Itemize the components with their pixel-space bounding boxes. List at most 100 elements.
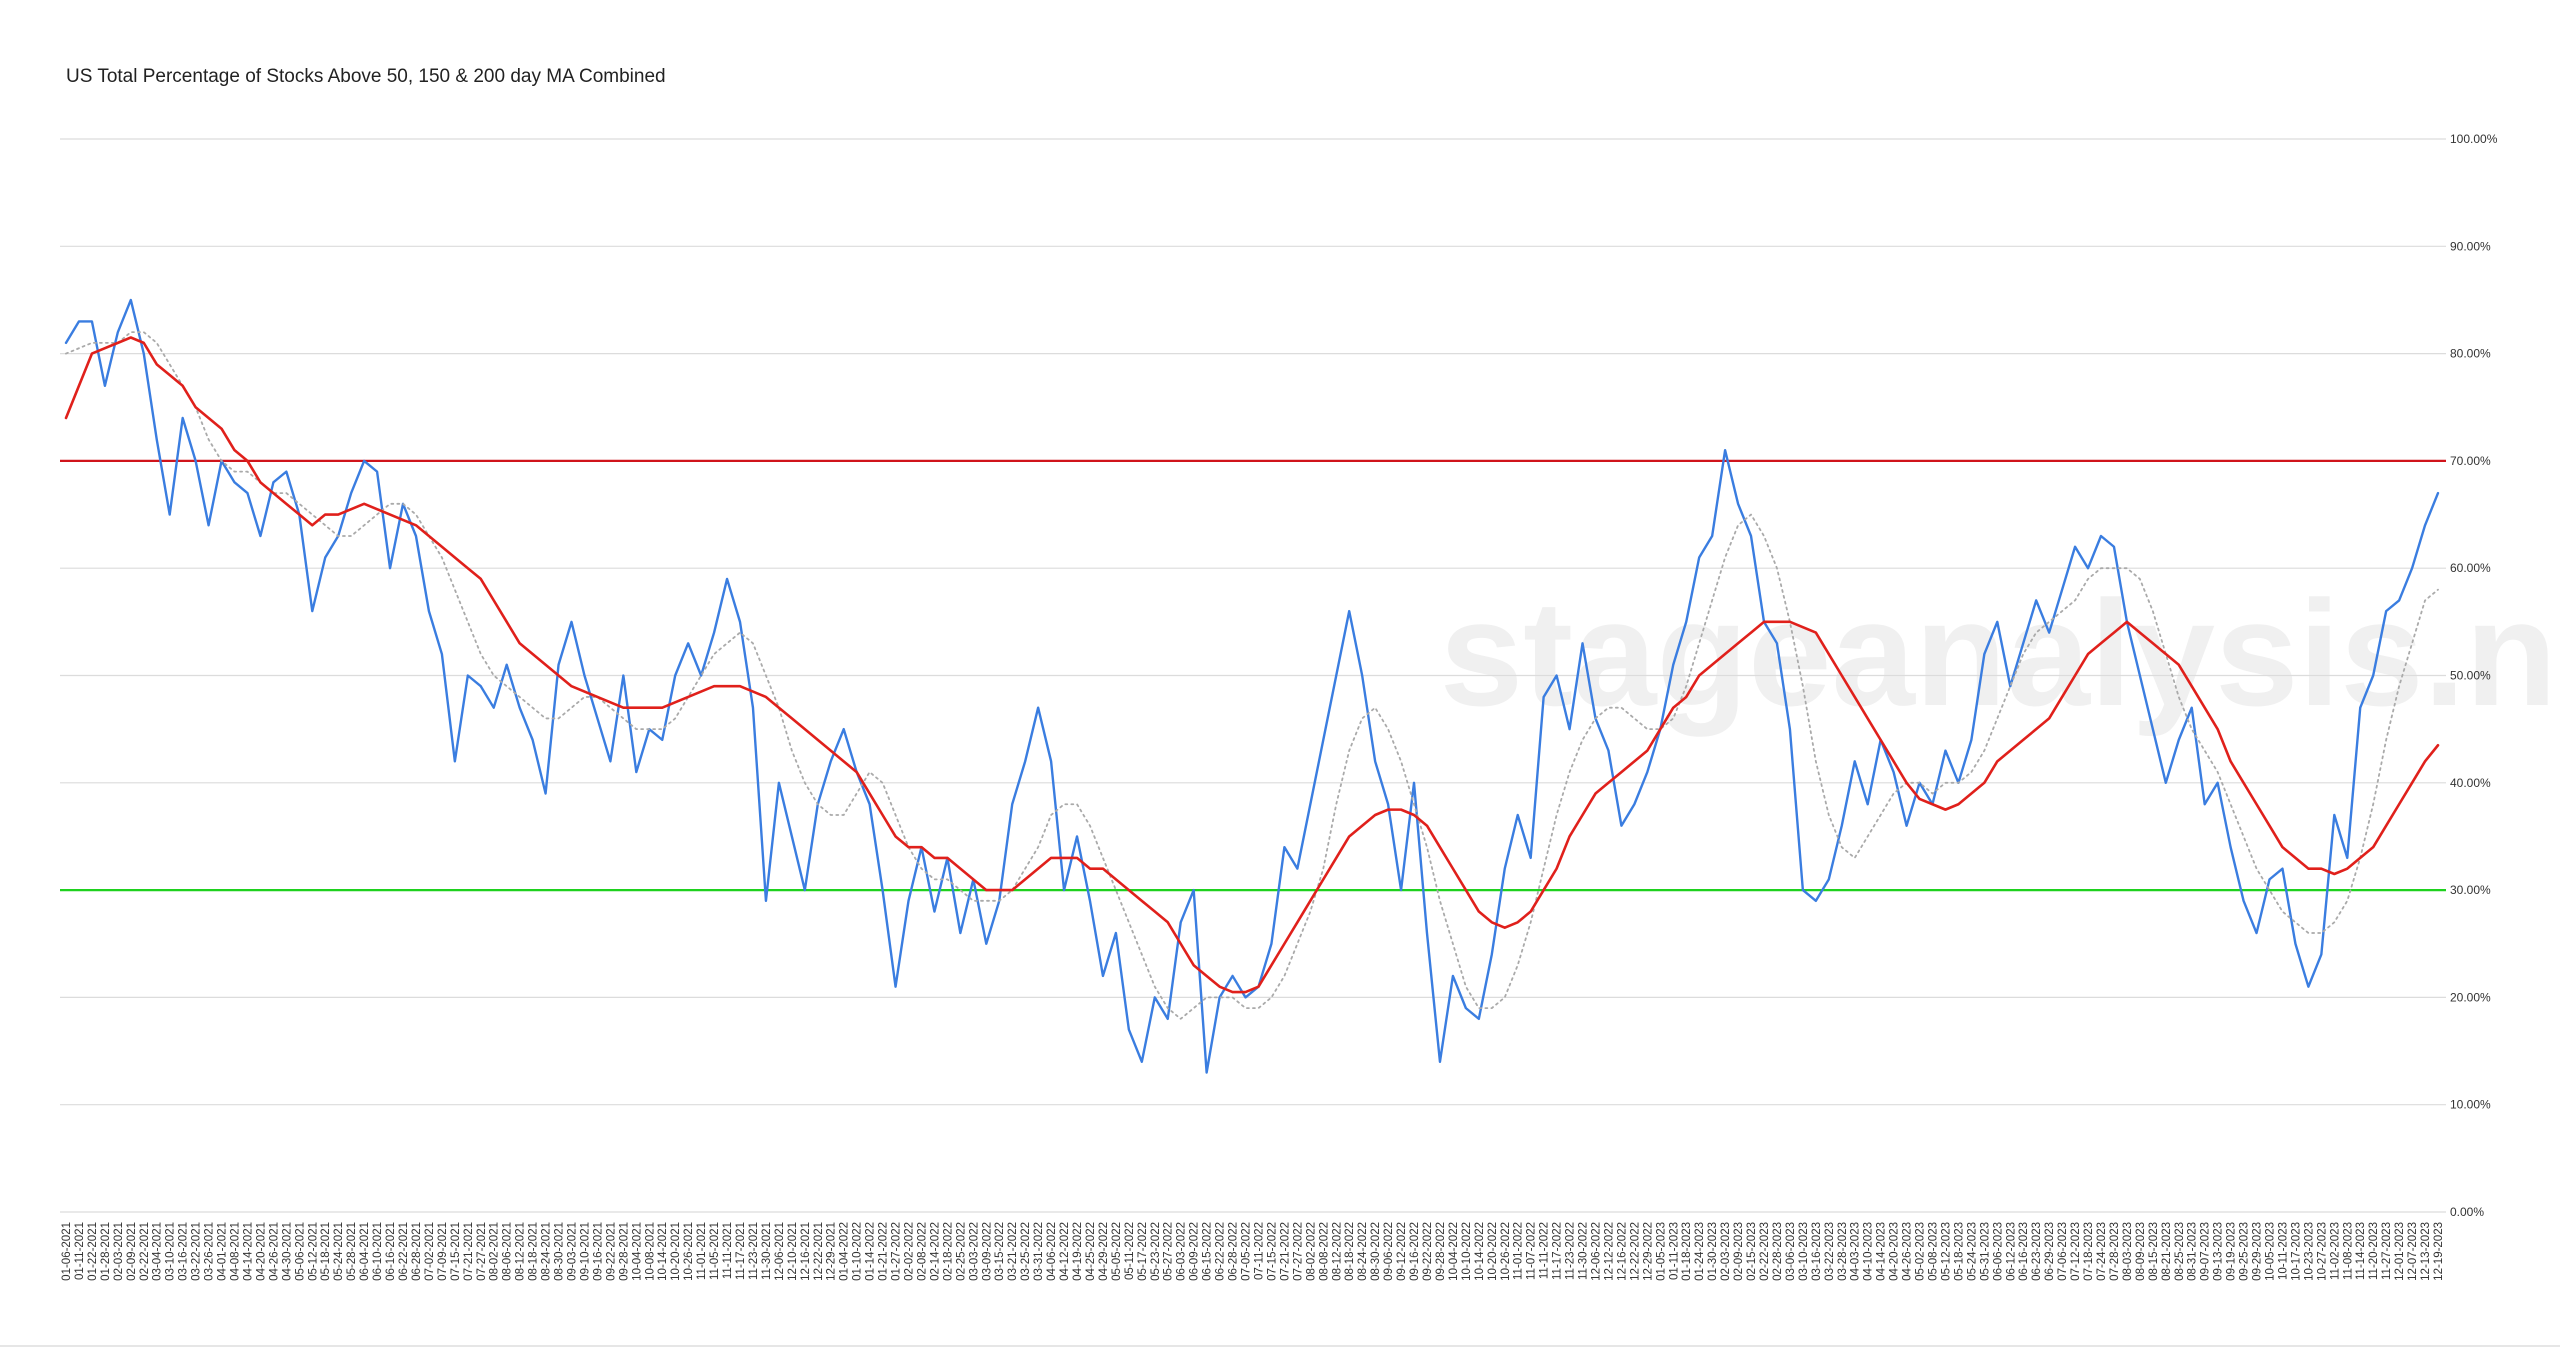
- x-tick-label: 07-21-2021: [463, 1222, 475, 1281]
- x-tick-label: 04-30-2021: [281, 1222, 293, 1281]
- x-tick-label: 06-06-2023: [1992, 1222, 2004, 1281]
- x-tick-label: 10-10-2022: [1461, 1222, 1473, 1281]
- x-tick-label: 12-29-2022: [1642, 1222, 1654, 1281]
- x-tick-label: 05-12-2023: [1940, 1222, 1952, 1281]
- x-tick-label: 11-27-2023: [2381, 1222, 2393, 1280]
- x-tick-label: 08-06-2021: [502, 1222, 514, 1281]
- x-tick-label: 07-21-2022: [1279, 1222, 1291, 1281]
- x-tick-label: 03-16-2021: [178, 1222, 190, 1281]
- x-tick-label: 06-28-2021: [411, 1222, 423, 1281]
- x-tick-label: 11-11-2022: [1539, 1222, 1551, 1279]
- x-tick-label: 06-09-2022: [1189, 1222, 1201, 1281]
- series-line: [64, 298, 2440, 1074]
- x-tick-label: 09-06-2022: [1383, 1222, 1395, 1281]
- x-tick-label: 03-06-2023: [1785, 1222, 1797, 1281]
- x-tick-label: 08-18-2021: [528, 1222, 540, 1281]
- x-tick-label: 09-16-2021: [592, 1222, 604, 1281]
- y-tick-label: 60.00%: [2450, 561, 2491, 575]
- x-tick-label: 10-17-2023: [2290, 1222, 2302, 1281]
- x-tick-label: 01-22-2021: [87, 1222, 99, 1281]
- x-tick-label: 03-22-2023: [1824, 1222, 1836, 1281]
- x-tick-label: 11-11-2021: [722, 1222, 734, 1279]
- x-tick-label: 01-05-2023: [1655, 1222, 1667, 1281]
- x-tick-label: 05-11-2022: [1124, 1222, 1136, 1280]
- x-tick-label: 02-22-2023: [1759, 1222, 1771, 1281]
- x-tick-label: 07-24-2023: [2096, 1222, 2108, 1281]
- x-tick-label: 07-11-2022: [1253, 1222, 1265, 1280]
- x-tick-label: 04-03-2023: [1850, 1222, 1862, 1281]
- x-tick-label: 03-25-2022: [1020, 1222, 1032, 1281]
- x-tick-label: 10-14-2021: [657, 1222, 669, 1281]
- x-tick-label: 11-01-2021: [696, 1222, 708, 1280]
- x-tick-label: 10-05-2023: [2264, 1222, 2276, 1281]
- x-tick-label: 03-03-2022: [968, 1222, 980, 1281]
- x-tick-label: 01-30-2023: [1707, 1222, 1719, 1281]
- x-tick-label: 09-29-2023: [2252, 1222, 2264, 1281]
- x-tick-label: 09-10-2021: [579, 1222, 591, 1281]
- x-tick-label: 06-04-2021: [359, 1222, 371, 1281]
- x-tick-label: 08-08-2022: [1318, 1222, 1330, 1281]
- x-tick-label: 10-26-2021: [683, 1222, 695, 1281]
- x-tick-label: 06-10-2021: [372, 1222, 384, 1281]
- x-tick-label: 10-04-2022: [1448, 1222, 1460, 1281]
- x-tick-label: 05-06-2021: [294, 1222, 306, 1281]
- x-tick-label: 03-28-2023: [1837, 1222, 1849, 1281]
- x-tick-label: 01-18-2023: [1681, 1222, 1693, 1281]
- x-tick-label: 02-03-2021: [113, 1222, 125, 1281]
- x-tick-label: 08-24-2021: [541, 1222, 553, 1281]
- y-tick-label: 90.00%: [2450, 239, 2491, 253]
- y-tick-label: 30.00%: [2450, 883, 2491, 897]
- x-tick-label: 10-04-2021: [631, 1222, 643, 1281]
- x-tick-label: 02-15-2023: [1746, 1222, 1758, 1281]
- x-tick-label: 03-26-2021: [204, 1222, 216, 1281]
- x-tick-label: 06-22-2021: [398, 1222, 410, 1281]
- x-tick-label: 08-30-2022: [1370, 1222, 1382, 1281]
- x-tick-label: 06-16-2021: [385, 1222, 397, 1281]
- x-tick-label: 04-10-2023: [1863, 1222, 1875, 1281]
- x-tick-label: 06-22-2022: [1215, 1222, 1227, 1281]
- x-tick-label: 08-02-2021: [489, 1222, 501, 1281]
- x-tick-label: 05-02-2023: [1915, 1222, 1927, 1281]
- x-tick-label: 02-09-2023: [1733, 1222, 1745, 1281]
- x-tick-label: 12-16-2022: [1616, 1222, 1628, 1281]
- x-tick-label: 08-02-2022: [1305, 1222, 1317, 1281]
- x-tick-label: 07-18-2023: [2083, 1222, 2095, 1281]
- x-tick-label: 05-08-2023: [1927, 1222, 1939, 1281]
- x-tick-label: 05-27-2022: [1163, 1222, 1175, 1281]
- x-tick-label: 10-20-2021: [670, 1222, 682, 1281]
- x-tick-label: 11-23-2022: [1565, 1222, 1577, 1280]
- x-tick-label: 05-28-2021: [346, 1222, 358, 1281]
- x-tick-label: 11-08-2023: [2342, 1222, 2354, 1280]
- x-tick-label: 07-12-2023: [2070, 1222, 2082, 1281]
- x-tick-label: 06-23-2023: [2031, 1222, 2043, 1281]
- x-tick-label: 09-22-2022: [1422, 1222, 1434, 1281]
- x-tick-label: 05-24-2023: [1966, 1222, 1978, 1281]
- x-tick-label: 04-12-2022: [1059, 1222, 1071, 1281]
- x-tick-label: 09-28-2021: [618, 1222, 630, 1281]
- x-tick-label: 03-10-2021: [165, 1222, 177, 1281]
- x-tick-label: 02-09-2021: [126, 1222, 138, 1281]
- x-tick-label: 07-05-2022: [1241, 1222, 1253, 1281]
- x-tick-label: 04-20-2023: [1889, 1222, 1901, 1281]
- x-tick-label: 03-21-2022: [1007, 1222, 1019, 1281]
- x-tick-label: 06-03-2022: [1176, 1222, 1188, 1281]
- x-tick-label: 08-25-2023: [2174, 1222, 2186, 1281]
- x-tick-label: 11-17-2022: [1552, 1222, 1564, 1280]
- x-tick-label: 09-13-2023: [2213, 1222, 2225, 1281]
- y-tick-label: 20.00%: [2450, 990, 2491, 1004]
- x-tick-label: 06-12-2023: [2005, 1222, 2017, 1281]
- x-tick-label: 05-24-2021: [333, 1222, 345, 1281]
- x-tick-label: 04-26-2023: [1902, 1222, 1914, 1281]
- x-tick-label: 03-16-2023: [1811, 1222, 1823, 1281]
- x-tick-label: 12-07-2023: [2407, 1222, 2419, 1281]
- x-tick-label: 05-23-2022: [1150, 1222, 1162, 1281]
- y-tick-label: 100.00%: [2450, 132, 2498, 146]
- x-tick-label: 11-02-2023: [2329, 1222, 2341, 1280]
- x-tick-label: 09-12-2022: [1396, 1222, 1408, 1281]
- x-tick-label: 07-15-2022: [1266, 1222, 1278, 1281]
- x-tick-label: 04-19-2022: [1072, 1222, 1084, 1281]
- x-tick-label: 08-15-2023: [2148, 1222, 2160, 1281]
- chart-title: US Total Percentage of Stocks Above 50, …: [66, 66, 666, 87]
- x-tick-label: 11-01-2022: [1513, 1222, 1525, 1280]
